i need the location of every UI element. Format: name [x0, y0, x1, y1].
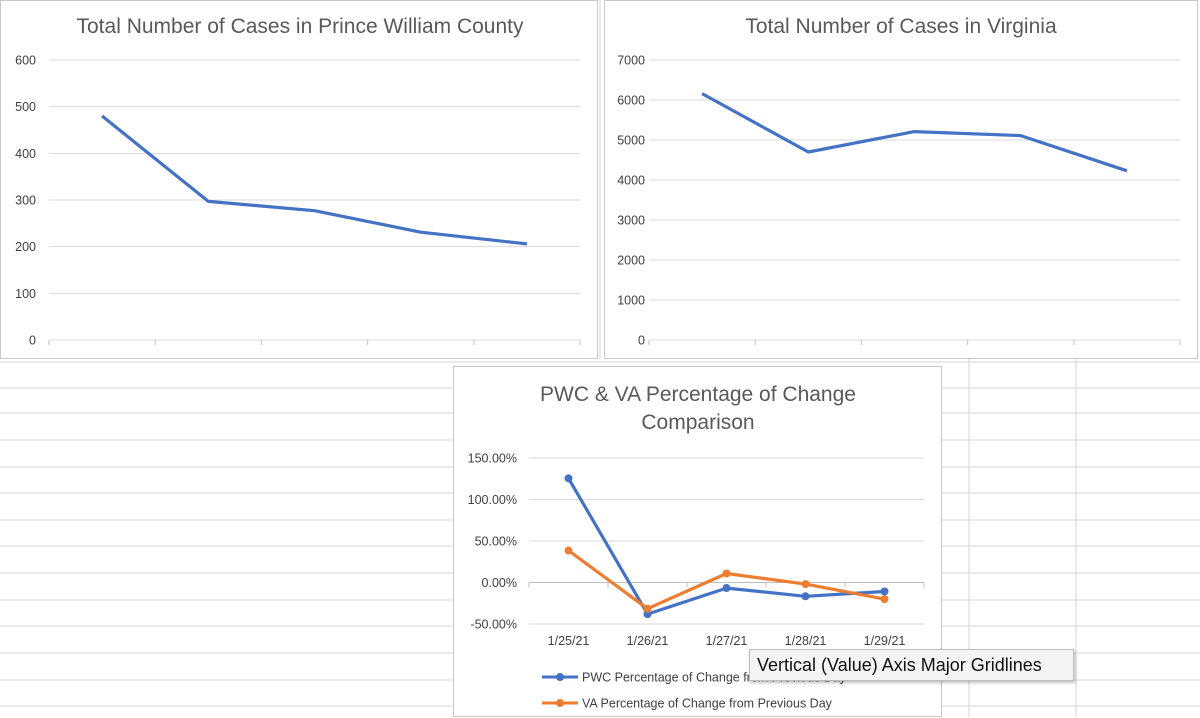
percentage-change-plot: PWC & VA Percentage of Change Comparison…: [468, 383, 925, 711]
pwc-cases-plot: Total Number of Cases in Prince William …: [15, 15, 581, 348]
legend-entry: VA Percentage of Change from Previous Da…: [582, 697, 833, 711]
pwc-cases-chart[interactable]: Total Number of Cases in Prince William …: [0, 0, 598, 359]
y-tick-label: 0.00%: [482, 576, 517, 590]
series-line-1: [701, 92, 1128, 173]
data-point: [722, 569, 731, 578]
chart-title: Total Number of Cases in Prince William …: [77, 15, 524, 38]
data-point: [643, 604, 652, 613]
y-tick-label: 0: [638, 334, 645, 348]
y-tick-label: 150.00%: [468, 452, 517, 466]
x-tick-label: 1/25/21: [548, 634, 590, 648]
x-tick-label: 1/28/21: [785, 634, 827, 648]
data-point: [564, 546, 573, 555]
y-tick-label: 4000: [617, 174, 645, 188]
x-tick-label: 1/27/21: [706, 634, 748, 648]
data-point: [801, 592, 810, 601]
y-tick-label: 2000: [617, 254, 645, 268]
y-tick-label: 6000: [617, 94, 645, 108]
y-tick-label: 500: [15, 100, 36, 114]
y-tick-label: 100.00%: [468, 493, 517, 507]
y-tick-label: 400: [15, 147, 36, 161]
y-tick-label: 600: [15, 54, 36, 68]
gridlines-tooltip: Vertical (Value) Axis Major Gridlines: [749, 649, 1074, 681]
chart-title-line-1: PWC & VA Percentage of Change: [540, 383, 856, 406]
x-tick-label: 1/29/21: [864, 634, 906, 648]
data-point: [880, 587, 889, 596]
y-tick-label: 50.00%: [475, 535, 517, 549]
y-tick-label: 5000: [617, 134, 645, 148]
legend-swatch-marker: [556, 699, 564, 707]
y-tick-label: 200: [15, 240, 36, 254]
y-tick-label: 0: [29, 334, 36, 348]
y-tick-label: 1000: [617, 294, 645, 308]
y-tick-label: 300: [15, 194, 36, 208]
va-cases-chart[interactable]: Total Number of Cases in Virginia 7000 60…: [604, 0, 1198, 359]
series-line-1: [101, 114, 528, 246]
y-tick-label: 7000: [617, 54, 645, 68]
series-line-1: [567, 477, 885, 616]
data-point: [564, 474, 573, 483]
legend-swatch-marker: [556, 673, 564, 681]
y-tick-label: 3000: [617, 214, 645, 228]
data-point: [722, 584, 731, 593]
data-point: [880, 595, 889, 604]
y-tick-label: -50.00%: [470, 618, 517, 632]
va-cases-plot: Total Number of Cases in Virginia 7000 60…: [617, 15, 1181, 348]
data-point: [801, 580, 810, 589]
y-tick-label: 100: [15, 287, 36, 301]
chart-title-line-2: Comparison: [641, 411, 754, 434]
chart-title: Total Number of Cases in Virginia: [745, 15, 1057, 38]
x-tick-label: 1/26/21: [627, 634, 669, 648]
